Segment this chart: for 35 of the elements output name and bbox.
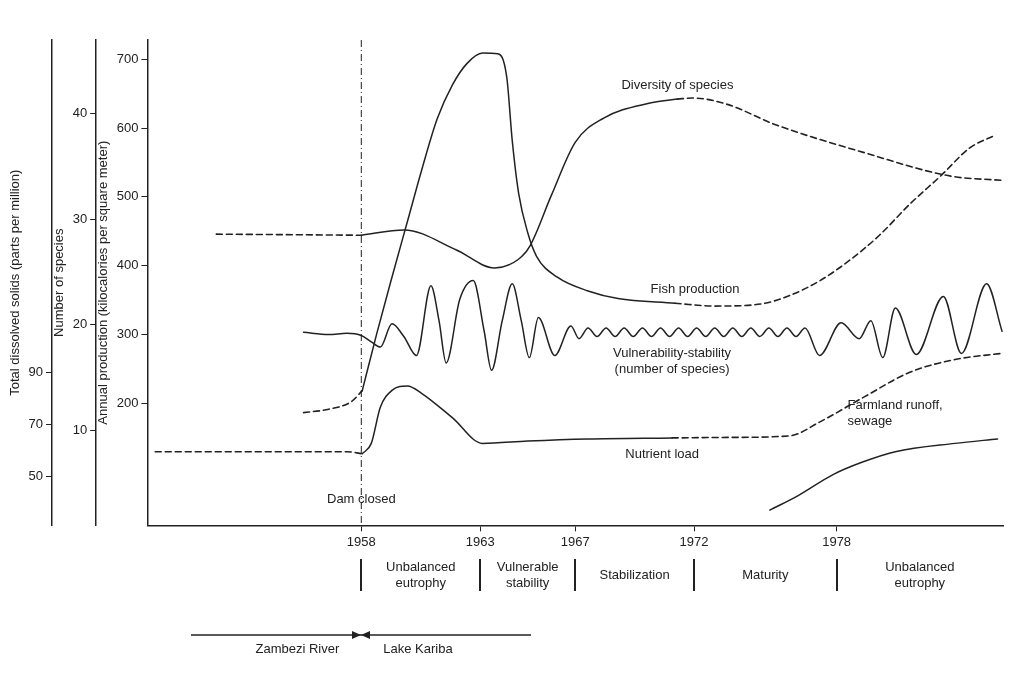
y-axis-title: Total dissolved solids (parts per million) (7, 169, 23, 396)
y2-tick-label: 40 (72, 105, 88, 121)
line-series (769, 438, 999, 511)
x-tick-label: 1972 (679, 533, 709, 549)
y3-tick-label: 400 (116, 257, 139, 273)
y3-tick-label: 600 (116, 119, 139, 135)
y3-tick-label: 700 (116, 50, 139, 66)
series-label: Farmland runoff, sewage (847, 396, 943, 428)
series-label: Fish production (650, 280, 740, 296)
y-tick-label: 70 (28, 415, 44, 431)
text: Zambezi River (255, 640, 340, 656)
x-tick-label: 1958 (346, 533, 376, 549)
ref-line-label: Dam closed (326, 490, 396, 506)
series-label: Diversity of species (621, 76, 734, 92)
series-label: Nutrient load (625, 445, 700, 461)
y2-tick-label: 20 (72, 316, 88, 332)
y2-tick-label: 10 (72, 422, 88, 438)
y3-tick-label: 200 (116, 394, 139, 410)
y-tick-label: 90 (28, 363, 44, 379)
y2-axis-title: Number of species (51, 228, 67, 337)
y3-tick-label: 500 (116, 188, 139, 204)
text: Vulnerable stability (496, 558, 559, 590)
y3-axis-title: Annual production (kilocalories per square meter) (95, 140, 111, 425)
x-tick-label: 1963 (465, 533, 495, 549)
text: Maturity (742, 566, 789, 582)
text: Unbalanced eutrophy (386, 558, 456, 590)
y-tick-label: 50 (28, 467, 44, 483)
series-label: Vulnerability-stability (number of species) (613, 344, 732, 376)
text: Unbalanced eutrophy (885, 558, 955, 590)
x-tick-label: 1978 (822, 533, 852, 549)
text: Stabilization (599, 566, 670, 582)
y3-tick-label: 300 (116, 325, 139, 341)
text: Lake Kariba (383, 640, 454, 656)
y2-tick-label: 30 (72, 210, 88, 226)
x-tick-label: 1967 (560, 533, 590, 549)
